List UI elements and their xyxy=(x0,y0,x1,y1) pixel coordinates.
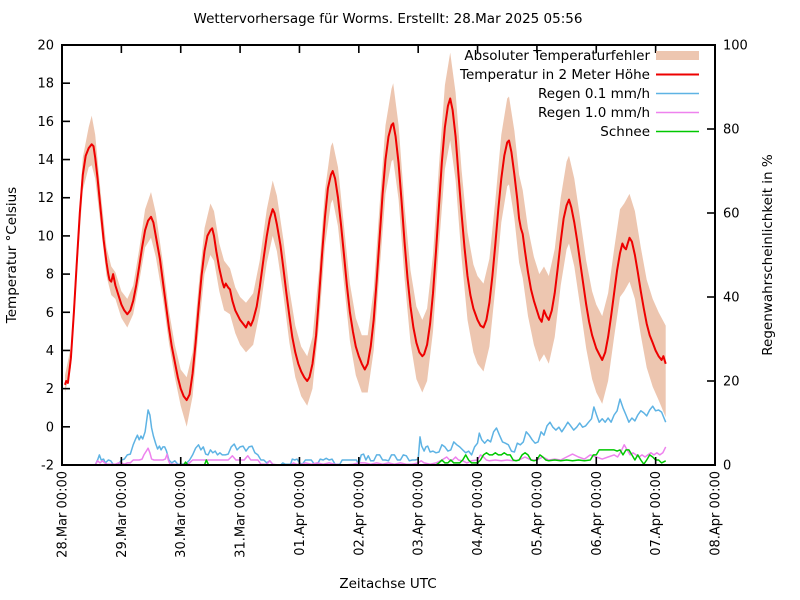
series-regen-1-0-mm-h xyxy=(94,444,667,465)
y-left-tick-label: 12 xyxy=(37,191,54,206)
y-left-tick-label: 8 xyxy=(46,268,54,283)
y-left-tick-label: 6 xyxy=(46,306,54,321)
y-right-tick-label: 60 xyxy=(723,207,740,222)
y-right-tick-label: 0 xyxy=(723,459,731,474)
x-tick-label: 06.Apr 00:00 xyxy=(590,471,605,556)
plot-border xyxy=(61,44,716,466)
y-right-tick-label: 20 xyxy=(723,375,740,390)
y-left-tick-label: 16 xyxy=(37,115,54,130)
y-right-tick-label: 80 xyxy=(723,123,740,138)
y-left-tick-label: 0 xyxy=(46,420,54,435)
x-tick-label: 03.Apr 00:00 xyxy=(412,471,427,556)
x-tick-label: 01.Apr 00:00 xyxy=(293,471,308,556)
error-band-layer xyxy=(65,52,666,427)
legend-label: Temperatur in 2 Meter Höhe xyxy=(459,67,650,83)
legend-swatch-band xyxy=(656,51,699,60)
band-absoluter-temperaturfehler xyxy=(65,52,666,427)
y-left-tick-label: 4 xyxy=(46,344,54,359)
y-axis-left-label: Temperatur °Celsius xyxy=(4,187,20,324)
chart-title: Wettervorhersage für Worms. Erstellt: 28… xyxy=(194,11,583,27)
y-left-tick-label: 14 xyxy=(37,153,54,168)
y-left-tick-label: 10 xyxy=(37,229,54,244)
x-tick-label: 30.Mar 00:00 xyxy=(174,471,189,558)
x-tick-label: 08.Apr 00:00 xyxy=(709,471,724,556)
x-tick-label: 31.Mar 00:00 xyxy=(234,471,249,558)
y-right-tick-label: 40 xyxy=(723,291,740,306)
x-tick-label: 02.Apr 00:00 xyxy=(352,471,367,556)
x-tick-label: 29.Mar 00:00 xyxy=(115,471,130,558)
y-left-tick-label: -2 xyxy=(41,459,54,474)
x-tick-label: 07.Apr 00:00 xyxy=(649,471,664,556)
y-left-tick-label: 20 xyxy=(37,39,54,54)
series-schnee xyxy=(183,449,667,465)
y-axis-right-label: Regenwahrscheinlichkeit in % xyxy=(760,154,776,356)
y-right-tick-label: 100 xyxy=(723,39,748,54)
series-temperatur-in-2-meter-h-he xyxy=(64,97,667,402)
x-tick-label: 04.Apr 00:00 xyxy=(471,471,486,556)
series-layer xyxy=(64,97,667,465)
legend-label: Regen 1.0 mm/h xyxy=(538,105,650,121)
legend: Absoluter Temperaturfehler Temperatur in … xyxy=(459,48,699,140)
legend-label: Schnee xyxy=(600,124,650,140)
x-tick-label: 28.Mar 00:00 xyxy=(56,471,71,558)
legend-label: Regen 0.1 mm/h xyxy=(538,86,650,102)
y-left-tick-label: 18 xyxy=(37,77,54,92)
series-regen-0-1-mm-h xyxy=(94,398,667,465)
x-axis-label: Zeitachse UTC xyxy=(339,576,436,592)
y-left-tick-label: 2 xyxy=(46,382,54,397)
x-tick-label: 05.Apr 00:00 xyxy=(530,471,545,556)
axes-layer: 28.Mar 00:00 29.Mar 00:00 30.Mar 00:00 31.M… xyxy=(37,39,747,558)
legend-label: Absoluter Temperaturfehler xyxy=(464,48,650,64)
